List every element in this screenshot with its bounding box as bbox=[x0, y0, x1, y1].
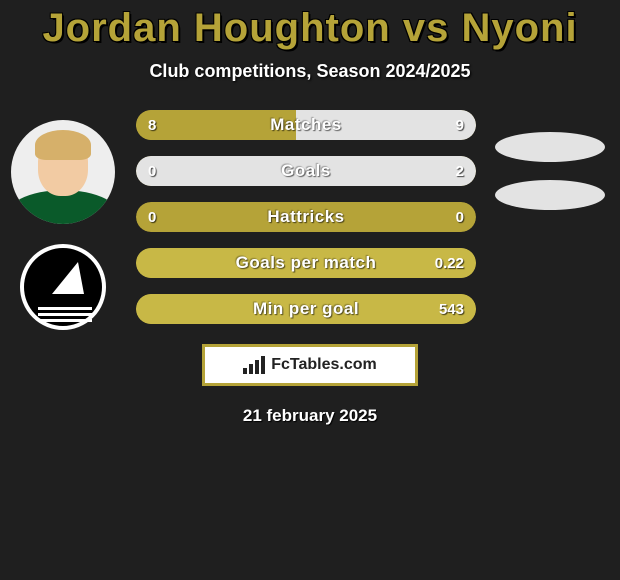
stat-row: 02Goals bbox=[136, 156, 476, 186]
right-column bbox=[492, 118, 608, 228]
stat-row: 89Matches bbox=[136, 110, 476, 140]
stat-row: 0.22Goals per match bbox=[136, 248, 476, 278]
stat-row: 00Hattricks bbox=[136, 202, 476, 232]
page-title: Jordan Houghton vs Nyoni bbox=[0, 0, 620, 51]
stat-row: 543Min per goal bbox=[136, 294, 476, 324]
stat-label: Goals per match bbox=[136, 248, 476, 278]
player2-avatar-placeholder bbox=[495, 132, 605, 162]
stat-label: Min per goal bbox=[136, 294, 476, 324]
brand-box: FcTables.com bbox=[202, 344, 418, 386]
brand-text: FcTables.com bbox=[271, 356, 377, 374]
stat-bars: 89Matches 02Goals 00Hattricks 0.22Goals per… bbox=[136, 110, 476, 340]
stat-label: Goals bbox=[136, 156, 476, 186]
club-badge-icon bbox=[20, 244, 106, 330]
player1-avatar bbox=[11, 120, 115, 224]
page-subtitle: Club competitions, Season 2024/2025 bbox=[0, 61, 620, 82]
left-column bbox=[8, 120, 118, 330]
brand-logo-icon bbox=[243, 356, 265, 374]
player2-badge-placeholder bbox=[495, 180, 605, 210]
date-text: 21 february 2025 bbox=[0, 406, 620, 426]
comparison-infographic: Jordan Houghton vs Nyoni Club competitio… bbox=[0, 0, 620, 580]
stat-label: Matches bbox=[136, 110, 476, 140]
stat-label: Hattricks bbox=[136, 202, 476, 232]
